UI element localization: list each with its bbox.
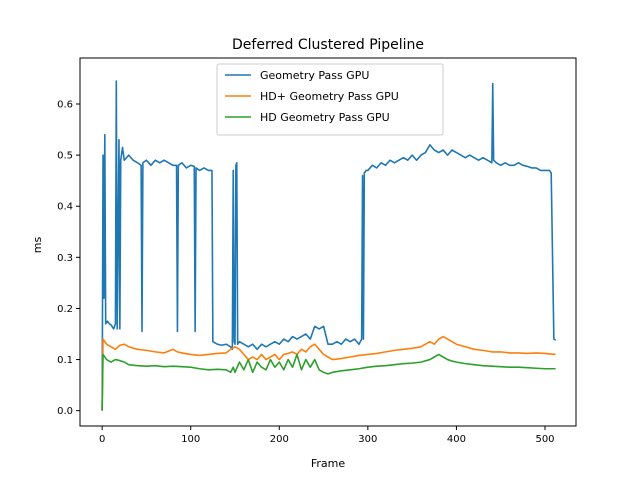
x-tick-label: 0 xyxy=(99,434,105,445)
y-tick-label: 0.2 xyxy=(57,304,73,315)
series-layer xyxy=(101,80,557,411)
x-tick-label: 400 xyxy=(447,434,466,445)
legend: Geometry Pass GPU HD+ Geometry Pass GPU HD… xyxy=(216,63,444,136)
y-axis-label: ms xyxy=(31,237,44,254)
y-tick-label: 0.6 xyxy=(57,100,73,111)
y-tick-label: 0.3 xyxy=(57,253,73,264)
legend-box xyxy=(216,63,444,136)
y-tick-label: 0.0 xyxy=(57,406,73,417)
series-line-3 xyxy=(101,353,556,411)
x-tick-label: 500 xyxy=(535,434,554,445)
series-line-1 xyxy=(101,80,557,411)
x-tick-label: 200 xyxy=(270,434,289,445)
x-axis-ticks: 0 100 200 300 400 500 xyxy=(99,426,555,445)
legend-entry: HD Geometry Pass GPU xyxy=(260,111,390,124)
y-tick-label: 0.5 xyxy=(57,151,73,162)
plot-frame xyxy=(79,57,577,427)
legend-entry: Geometry Pass GPU xyxy=(260,69,369,82)
legend-entry: HD+ Geometry Pass GPU xyxy=(260,90,399,103)
y-tick-label: 0.4 xyxy=(57,202,73,213)
x-tick-label: 300 xyxy=(358,434,377,445)
series-line-2 xyxy=(101,335,556,411)
chart-title: Deferred Clustered Pipeline xyxy=(232,37,424,53)
x-tick-label: 100 xyxy=(181,434,200,445)
y-tick-label: 0.1 xyxy=(57,355,73,366)
x-axis-label: Frame xyxy=(311,457,346,470)
y-axis-ticks: 0.0 0.1 0.2 0.3 0.4 0.5 0.6 xyxy=(57,100,80,417)
